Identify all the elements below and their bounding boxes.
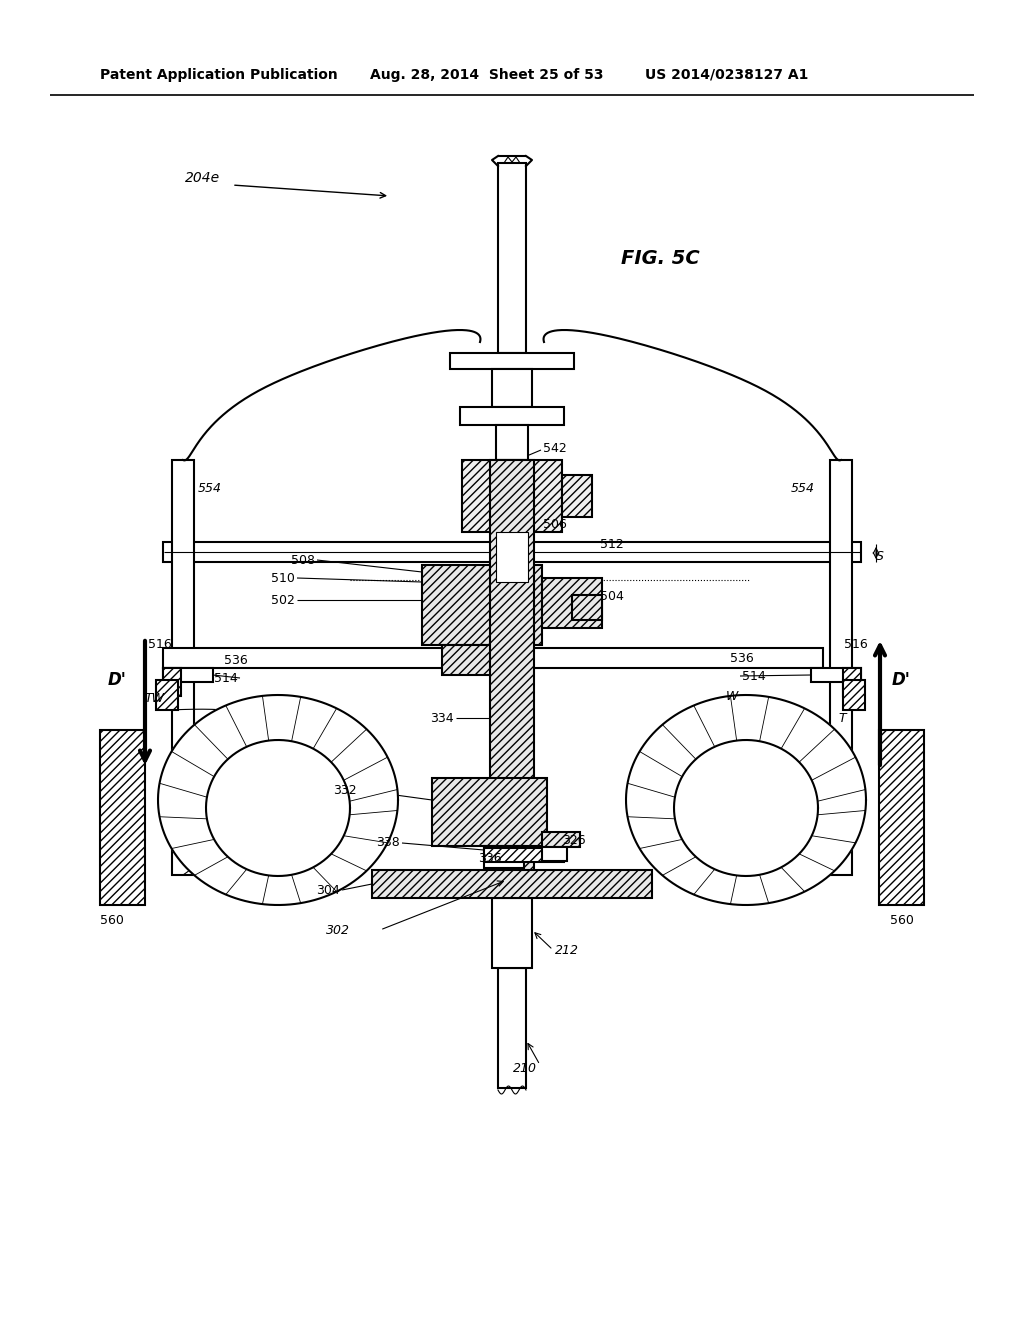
Text: 536: 536 <box>224 653 248 667</box>
Text: W: W <box>726 689 738 702</box>
Bar <box>442 645 522 675</box>
Text: 560: 560 <box>890 913 914 927</box>
Bar <box>542 847 567 861</box>
Bar <box>432 777 547 846</box>
Bar <box>843 680 865 710</box>
Bar <box>156 680 178 710</box>
Bar <box>843 668 861 696</box>
Bar <box>496 532 528 582</box>
Bar <box>460 407 564 425</box>
Bar <box>100 730 145 906</box>
Bar <box>811 668 861 682</box>
Bar <box>572 595 602 620</box>
Text: T: T <box>838 711 846 725</box>
Text: 536: 536 <box>730 652 754 664</box>
Text: 560: 560 <box>100 913 124 927</box>
Bar <box>498 968 526 1088</box>
Bar <box>484 847 564 862</box>
Polygon shape <box>206 741 350 876</box>
Text: 502: 502 <box>271 594 295 606</box>
Bar <box>163 668 181 696</box>
Text: FIG. 5C: FIG. 5C <box>621 248 699 268</box>
Bar <box>542 832 580 847</box>
Bar <box>542 578 602 628</box>
Text: 554: 554 <box>791 482 815 495</box>
Text: 212: 212 <box>555 944 579 957</box>
Text: D': D' <box>109 671 127 689</box>
Bar <box>172 459 194 875</box>
Text: 304: 304 <box>316 883 340 896</box>
Text: 508: 508 <box>291 553 315 566</box>
Polygon shape <box>158 696 398 906</box>
Text: 204e: 204e <box>185 172 220 185</box>
Bar <box>520 648 823 668</box>
Bar <box>492 370 532 407</box>
Bar <box>830 459 852 875</box>
Text: 554: 554 <box>198 482 222 495</box>
Text: D': D' <box>892 671 911 689</box>
Text: US 2014/0238127 A1: US 2014/0238127 A1 <box>645 69 808 82</box>
Text: 334: 334 <box>430 711 454 725</box>
Text: 542: 542 <box>543 441 566 454</box>
Bar <box>490 459 534 880</box>
Bar <box>496 425 528 459</box>
Text: 302: 302 <box>326 924 350 936</box>
Bar <box>498 162 526 352</box>
Bar <box>163 543 861 562</box>
Polygon shape <box>674 741 818 876</box>
Text: 514: 514 <box>742 669 766 682</box>
Bar <box>484 846 524 869</box>
Bar <box>422 565 542 645</box>
Text: 336: 336 <box>478 851 502 865</box>
Text: 210: 210 <box>513 1061 537 1074</box>
Text: 514: 514 <box>214 672 238 685</box>
Text: Patent Application Publication: Patent Application Publication <box>100 69 338 82</box>
Polygon shape <box>626 696 866 906</box>
Text: 326: 326 <box>562 833 586 846</box>
Bar <box>450 352 574 370</box>
Text: 332: 332 <box>334 784 357 796</box>
Bar <box>562 475 592 517</box>
Text: 512: 512 <box>600 539 624 552</box>
Text: TW: TW <box>144 692 164 705</box>
Text: 516: 516 <box>148 638 172 651</box>
Text: S: S <box>877 550 884 564</box>
Bar <box>879 730 924 906</box>
Bar <box>492 898 532 968</box>
Text: 338: 338 <box>376 837 400 850</box>
Bar <box>462 459 562 532</box>
Bar <box>163 648 473 668</box>
Text: 504: 504 <box>600 590 624 602</box>
Bar <box>163 668 213 682</box>
Bar <box>372 870 652 898</box>
Text: 510: 510 <box>271 572 295 585</box>
Text: Aug. 28, 2014  Sheet 25 of 53: Aug. 28, 2014 Sheet 25 of 53 <box>370 69 603 82</box>
Text: 516: 516 <box>844 638 868 651</box>
Text: 506: 506 <box>543 517 567 531</box>
